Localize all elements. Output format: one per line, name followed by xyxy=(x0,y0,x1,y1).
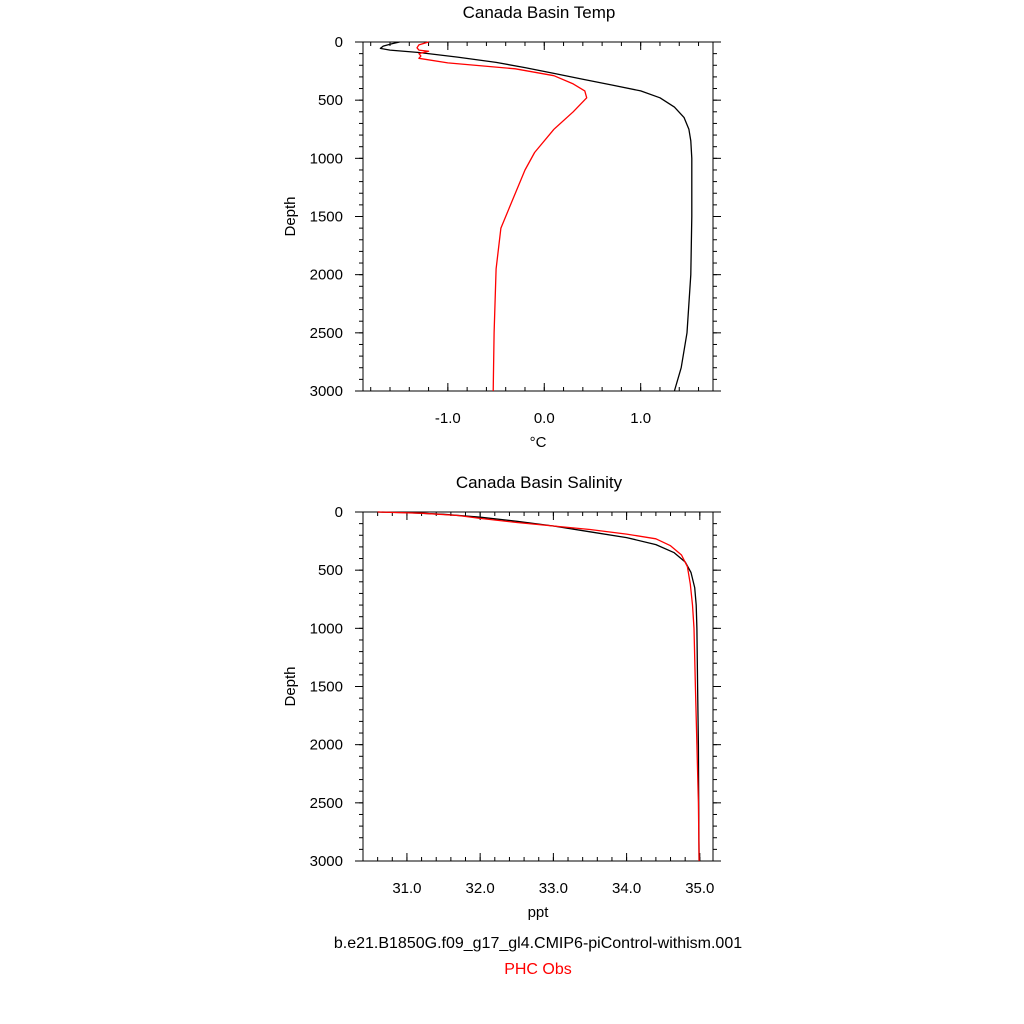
y-tick-label: 2000 xyxy=(310,737,343,754)
y-tick-label: 1000 xyxy=(310,620,343,637)
y-tick-label: 0 xyxy=(335,504,343,521)
model-profile-line xyxy=(377,511,700,862)
x-tick-label: 1.0 xyxy=(630,410,651,427)
y-tick-label: 500 xyxy=(318,92,343,109)
x-tick-label: 34.0 xyxy=(612,880,641,897)
x-axis-label: °C xyxy=(530,434,547,451)
y-tick-label: 500 xyxy=(318,562,343,579)
y-tick-label: 2000 xyxy=(310,267,343,284)
y-tick-label: 2500 xyxy=(310,325,343,342)
observations-caption: PHC Obs xyxy=(504,961,572,978)
x-tick-label: 33.0 xyxy=(539,880,568,897)
x-tick-label: 32.0 xyxy=(466,880,495,897)
plot-frame xyxy=(362,41,714,392)
y-tick-label: 1500 xyxy=(310,679,343,696)
chart-title: Canada Basin Salinity xyxy=(456,473,623,492)
y-tick-label: 0 xyxy=(335,34,343,51)
x-tick-label: 31.0 xyxy=(392,880,421,897)
y-axis-label: Depth xyxy=(282,196,299,236)
y-tick-label: 1500 xyxy=(310,209,343,226)
y-tick-label: 3000 xyxy=(310,853,343,870)
y-tick-label: 3000 xyxy=(310,383,343,400)
obs-profile-line xyxy=(377,511,700,862)
y-axis-label: Depth xyxy=(282,666,299,706)
chart-title: Canada Basin Temp xyxy=(463,3,616,22)
y-tick-label: 1000 xyxy=(310,150,343,167)
x-tick-label: 0.0 xyxy=(534,410,555,427)
obs-profile-line xyxy=(416,41,588,392)
x-tick-label: -1.0 xyxy=(435,410,461,427)
x-tick-label: 35.0 xyxy=(685,880,714,897)
x-axis-label: ppt xyxy=(528,904,550,921)
y-tick-label: 2500 xyxy=(310,795,343,812)
plot-frame xyxy=(362,511,714,862)
temperature-panel: Canada Basin Temp 0 500 1000 1500 2000 2500 300… xyxy=(282,3,721,451)
salinity-panel: Canada Basin Salinity 0 500 1000 1500 2000 250… xyxy=(282,473,721,921)
model-run-caption: b.e21.B1850G.f09_g17_gl4.CMIP6-piControl… xyxy=(333,935,743,952)
model-profile-line xyxy=(379,41,693,392)
